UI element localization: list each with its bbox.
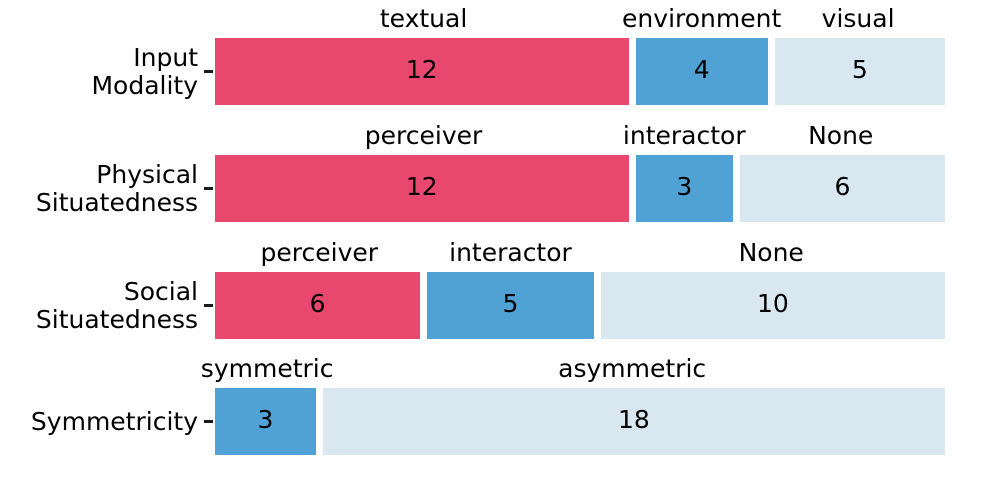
segment-label-visual: visual: [821, 4, 895, 33]
segment-value: 5: [851, 55, 868, 84]
segment-value: 3: [676, 172, 693, 201]
segment-label-interactor: interactor: [449, 238, 572, 267]
bar-segment-symmetric: 3: [215, 388, 316, 455]
segment-label-asymmetric: asymmetric: [558, 354, 707, 383]
segment-value: 4: [693, 55, 710, 84]
axis-label-symmetricity: Symmetricity: [0, 406, 198, 436]
bar-segment-perceiver: 12: [215, 155, 629, 222]
segment-value: 10: [757, 289, 789, 318]
bar-segment-environment: 4: [635, 38, 768, 105]
axis-label-line: Social: [123, 276, 198, 306]
bar-segment-interactor: 5: [427, 272, 594, 339]
segment-value: 6: [834, 172, 851, 201]
segment-label-perceiver: perceiver: [260, 238, 379, 267]
axis-label-line: Input: [133, 42, 198, 72]
bar-segment-asymmetric: 18: [322, 388, 945, 455]
axis-label-input-modality: Input Modality: [0, 42, 198, 100]
axis-label-physical-situatedness: Physical Situatedness: [0, 159, 198, 217]
segment-label-interactor: interactor: [622, 121, 746, 150]
segment-value: 6: [309, 289, 326, 318]
segment-value: 12: [405, 55, 438, 84]
axis-label-line: Physical: [96, 159, 198, 189]
segment-label-symmetric: symmetric: [200, 354, 334, 383]
segment-value: 12: [405, 172, 438, 201]
bar-segment-visual: 5: [774, 38, 945, 105]
bar-segment-none: 10: [600, 272, 945, 339]
axis-label-social-situatedness: Social Situatedness: [0, 276, 198, 334]
segment-value: 5: [502, 289, 519, 318]
axis-label-line: Symmetricity: [30, 406, 198, 436]
axis-label-line: Situatedness: [35, 304, 198, 334]
axis-label-line: Modality: [91, 70, 198, 100]
segment-label-perceiver: perceiver: [364, 121, 483, 150]
segment-value: 3: [257, 405, 274, 434]
bar-segment-interactor: 3: [635, 155, 733, 222]
segment-label-textual: textual: [379, 4, 468, 33]
axis-tick: [204, 304, 213, 307]
axis-tick: [204, 187, 213, 190]
bar-segment-none: 6: [739, 155, 945, 222]
axis-tick: [204, 70, 213, 73]
segment-label-environment: environment: [622, 4, 782, 33]
bar-segment-perceiver: 6: [215, 272, 421, 339]
axis-label-line: Situatedness: [35, 187, 198, 217]
bar-segment-textual: 12: [215, 38, 629, 105]
segment-label-none: None: [738, 238, 804, 267]
axis-tick: [204, 420, 213, 423]
segment-value: 18: [617, 405, 650, 434]
segment-label-none: None: [808, 121, 874, 150]
